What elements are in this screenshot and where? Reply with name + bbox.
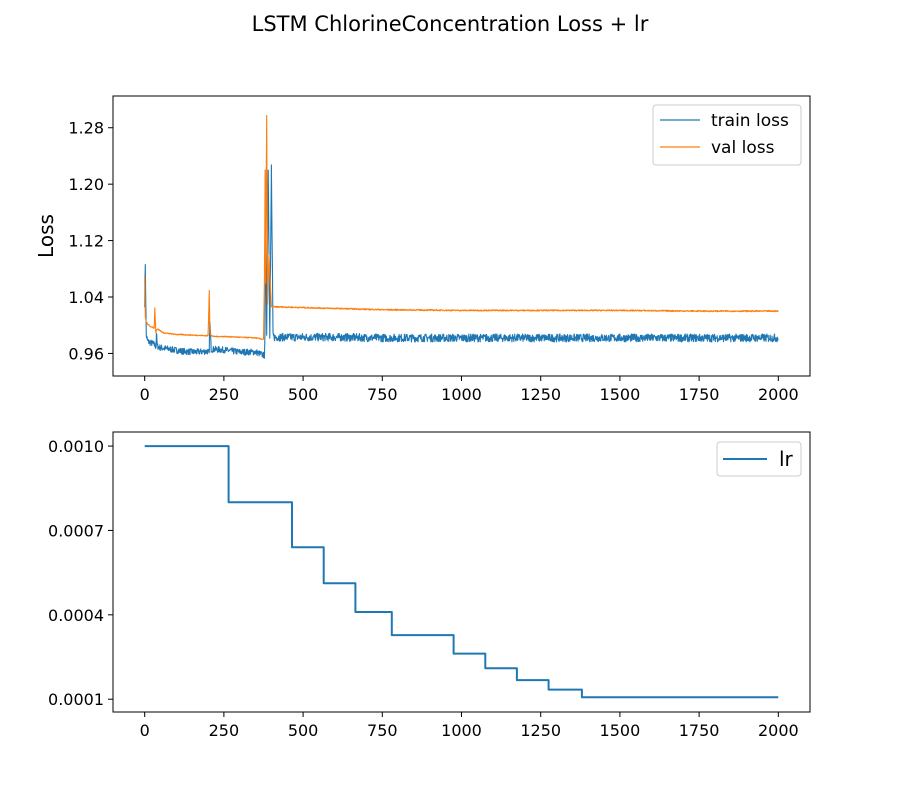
loss-x-tick-label: 0 [140, 385, 150, 404]
lr-x-ticks: 0 250 500 750 1000 1250 1500 1750 2000 [140, 712, 799, 740]
loss-x-tick-label: 250 [209, 385, 240, 404]
loss-series-val-loss [144, 114, 779, 340]
loss-y-axis-label: Loss [34, 214, 58, 258]
lr-y-tick-label: 0.0007 [48, 521, 104, 540]
lr-y-tick-label: 0.0004 [48, 606, 104, 625]
loss-x-tick-label: 1750 [679, 385, 720, 404]
legend-lr-label: lr [779, 447, 794, 471]
lr-x-tick-label: 1250 [520, 721, 561, 740]
lr-y-tick-label: 0.0010 [48, 437, 104, 456]
loss-legend: train loss val loss [652, 104, 802, 166]
loss-series-train-loss [144, 164, 779, 359]
loss-y-tick-label: 1.12 [68, 232, 104, 251]
lr-panel: 0 250 500 750 1000 1250 1500 1750 2000 0.00010.0… [48, 431, 811, 740]
loss-x-tick-label: 500 [288, 385, 319, 404]
loss-y-ticks: 0.96 1.04 1.12 1.20 1.28 [68, 119, 113, 363]
lr-x-tick-label: 1750 [679, 721, 720, 740]
lr-x-tick-label: 1500 [600, 721, 641, 740]
lr-x-tick-label: 250 [209, 721, 240, 740]
lr-x-tick-label: 0 [140, 721, 150, 740]
loss-y-tick-label: 1.28 [68, 119, 104, 138]
figure-title: LSTM ChlorineConcentration Loss + lr [252, 12, 649, 36]
lr-legend: lr [716, 441, 802, 477]
loss-x-tick-label: 1000 [441, 385, 482, 404]
loss-x-tick-label: 750 [367, 385, 398, 404]
loss-series-group [144, 114, 779, 359]
loss-y-tick-label: 0.96 [68, 344, 104, 363]
loss-x-tick-label: 2000 [758, 385, 799, 404]
lr-y-ticks: 0.0001 0.0004 0.0007 0.0010 [48, 437, 113, 709]
legend-train-loss-label: train loss [711, 111, 789, 131]
lr-y-tick-label: 0.0001 [48, 690, 104, 709]
loss-panel: 0 250 500 750 1000 1250 1500 1750 2000 0.96 1.04 1… [34, 95, 811, 404]
lr-x-tick-label: 750 [367, 721, 398, 740]
lr-x-tick-label: 2000 [758, 721, 799, 740]
lr-x-tick-label: 500 [288, 721, 319, 740]
lr-series-lr [144, 445, 779, 699]
loss-y-tick-label: 1.20 [68, 175, 104, 194]
loss-y-tick-label: 1.04 [68, 288, 104, 307]
lr-x-tick-label: 1000 [441, 721, 482, 740]
lr-series-group [144, 445, 779, 699]
loss-x-ticks: 0 250 500 750 1000 1250 1500 1750 2000 [140, 376, 799, 404]
legend-val-loss-label: val loss [711, 138, 775, 158]
loss-x-tick-label: 1500 [600, 385, 641, 404]
loss-x-tick-label: 1250 [520, 385, 561, 404]
